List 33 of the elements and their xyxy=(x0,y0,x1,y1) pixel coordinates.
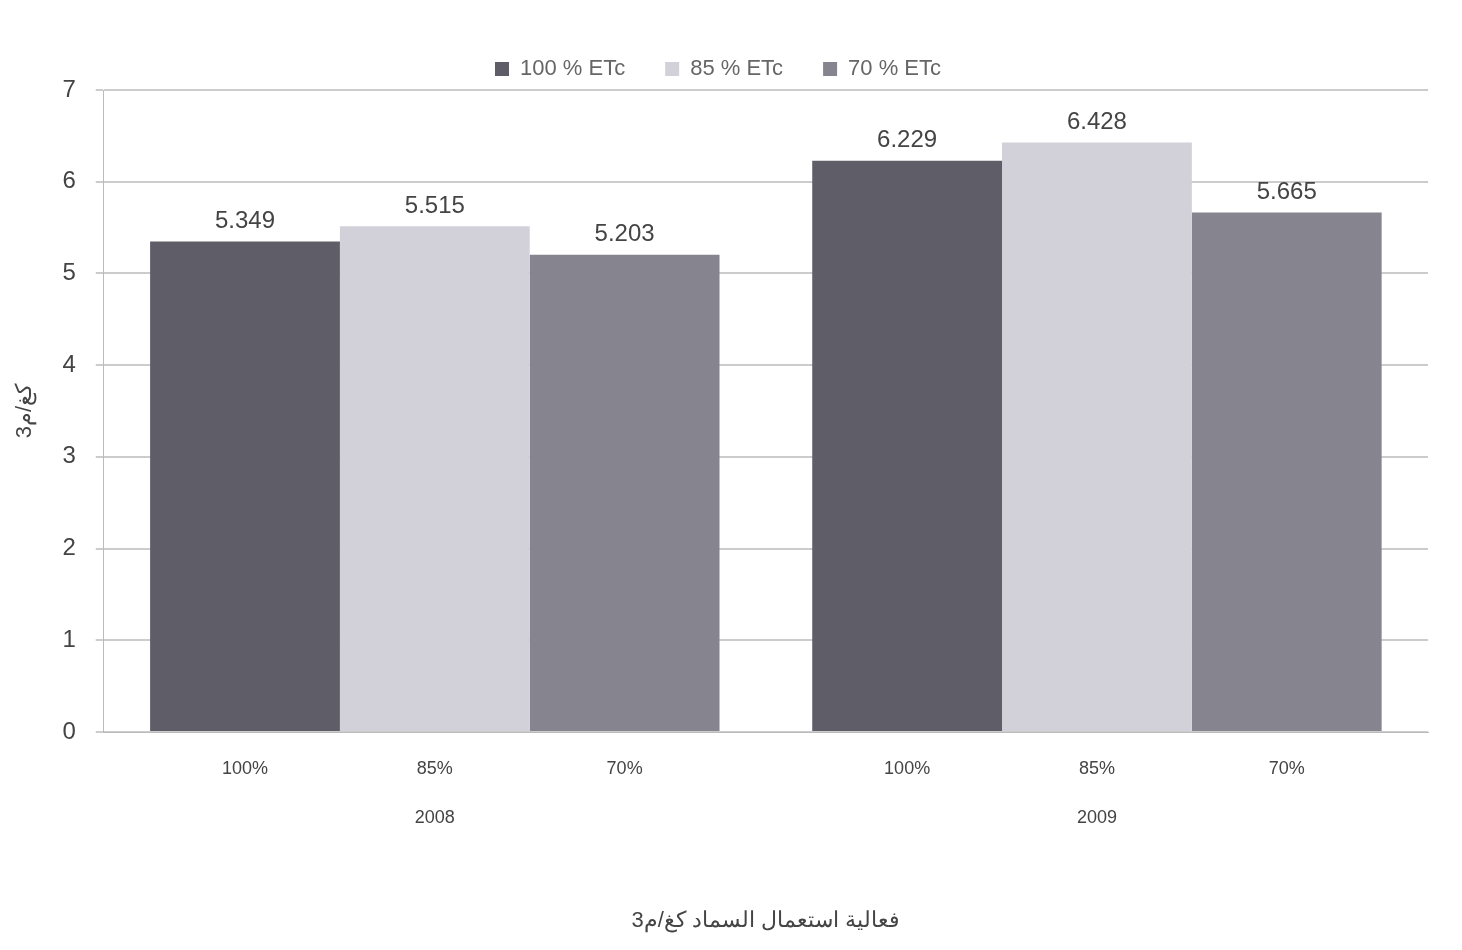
text: 100% xyxy=(884,757,931,778)
y-tick-label: 7 xyxy=(62,74,76,102)
y-tick-label: 4 xyxy=(62,349,76,377)
data-label: 6.428 xyxy=(1066,107,1127,135)
x-tick-label: 2009 xyxy=(1076,806,1117,827)
y-tick-label: 0 xyxy=(62,716,76,744)
text: 70% xyxy=(1268,757,1305,778)
y-tick-label: 1 xyxy=(62,624,76,652)
y-tick-label: 2 xyxy=(62,533,76,561)
data-label: 5.515 xyxy=(404,190,465,218)
y-tick-label: 5 xyxy=(62,258,76,286)
data-label: 5.349 xyxy=(214,206,276,234)
data-label: 5.665 xyxy=(1256,177,1317,205)
text: 85% xyxy=(416,757,453,778)
text: 70% xyxy=(606,757,643,778)
data-label: 6.229 xyxy=(877,125,938,153)
x-axis-title: فعالية استعمال السماد كغ/م3 xyxy=(631,906,901,933)
y-tick-label: 3 xyxy=(62,441,76,469)
bar xyxy=(1191,212,1382,731)
x-tick-label: 2008 xyxy=(414,806,455,827)
legend-label: 70 % ETc xyxy=(848,55,942,81)
y-axis-title: كغ/م3 xyxy=(11,382,38,439)
bar xyxy=(1002,142,1192,731)
bar xyxy=(812,160,1003,731)
text: 100% xyxy=(221,757,269,778)
bar xyxy=(339,226,530,731)
data-label: 5.203 xyxy=(594,219,655,247)
text: 85% xyxy=(1078,757,1115,778)
y-tick-label: 6 xyxy=(62,166,76,194)
bar xyxy=(150,241,340,731)
legend-label: 100 % ETc xyxy=(519,55,626,81)
bar xyxy=(529,254,720,731)
legend-label: 85 % ETc xyxy=(690,55,784,81)
